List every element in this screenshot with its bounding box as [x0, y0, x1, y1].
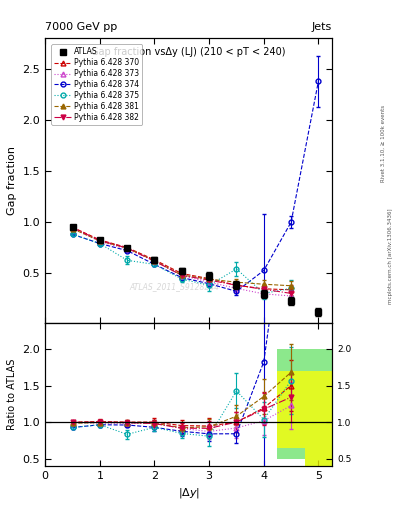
Text: Rivet 3.1.10, ≥ 100k events: Rivet 3.1.10, ≥ 100k events [381, 105, 386, 182]
Text: ATLAS_2011_S9128244: ATLAS_2011_S9128244 [129, 282, 219, 291]
Text: Jets: Jets [312, 22, 332, 32]
X-axis label: $|\Delta y|$: $|\Delta y|$ [178, 486, 200, 500]
Y-axis label: Ratio to ATLAS: Ratio to ATLAS [7, 359, 17, 431]
Bar [277, 371, 305, 447]
Bar [277, 349, 305, 459]
Bar [305, 349, 332, 473]
Text: mcplots.cern.ch [arXiv:1306.3436]: mcplots.cern.ch [arXiv:1306.3436] [388, 208, 393, 304]
Y-axis label: Gap fraction: Gap fraction [7, 146, 17, 216]
Text: 7000 GeV pp: 7000 GeV pp [45, 22, 118, 32]
Text: Gap fraction vsΔy (LJ) (210 < pT < 240): Gap fraction vsΔy (LJ) (210 < pT < 240) [92, 47, 286, 57]
Legend: ATLAS, Pythia 6.428 370, Pythia 6.428 373, Pythia 6.428 374, Pythia 6.428 375, P: ATLAS, Pythia 6.428 370, Pythia 6.428 37… [51, 45, 142, 125]
Bar [305, 371, 332, 466]
